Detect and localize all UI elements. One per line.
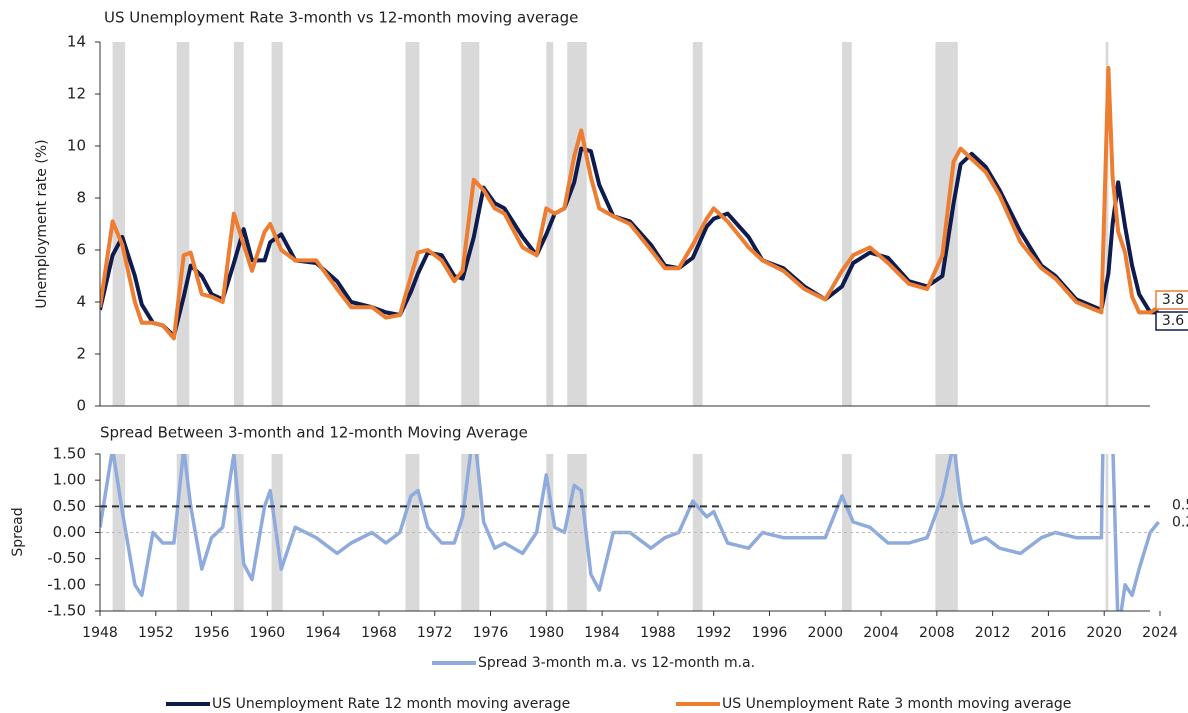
y-axis-label: Unemployment rate (%) xyxy=(34,139,50,308)
y-axis-label: Spread xyxy=(10,507,26,556)
y-tick-label: 4 xyxy=(76,293,86,311)
recession-band xyxy=(1105,42,1109,406)
x-tick-label: 2016 xyxy=(1031,625,1067,641)
x-tick-label: 1992 xyxy=(696,625,732,641)
x-tick-label: 1964 xyxy=(305,625,341,641)
chart-title: Spread Between 3-month and 12-month Movi… xyxy=(100,424,528,442)
series-line xyxy=(100,146,1159,338)
x-tick-label: 1948 xyxy=(82,625,118,641)
series-line xyxy=(100,454,1160,611)
x-tick-label: 1952 xyxy=(138,625,174,641)
x-tick-label: 2012 xyxy=(975,625,1011,641)
recession-band xyxy=(271,42,283,406)
y-tick-label: -0.50 xyxy=(47,549,86,567)
x-tick-label: 1956 xyxy=(194,625,230,641)
x-tick-label: 2004 xyxy=(863,625,899,641)
x-tick-label: 1976 xyxy=(473,625,509,641)
recession-band xyxy=(461,454,480,611)
recession-band xyxy=(567,42,587,406)
x-tick-label: 2020 xyxy=(1086,625,1122,641)
legend-label: Spread 3-month m.a. vs 12-month m.a. xyxy=(478,655,755,671)
x-tick-label: 1988 xyxy=(640,625,676,641)
x-tick-label: 2000 xyxy=(807,625,843,641)
y-tick-label: -1.50 xyxy=(47,602,86,620)
recession-band xyxy=(1105,454,1109,611)
legend-label: US Unemployment Rate 3 month moving aver… xyxy=(722,696,1071,712)
chart-title: US Unemployment Rate 3-month vs 12-month… xyxy=(104,9,578,27)
recession-band xyxy=(842,42,852,406)
recession-band xyxy=(176,42,190,406)
y-tick-label: -1.00 xyxy=(47,575,86,593)
x-tick-label: 1980 xyxy=(528,625,564,641)
end-label-box xyxy=(1155,290,1188,310)
end-label: 0.2 xyxy=(1172,515,1188,531)
threshold-label: 0.5 xyxy=(1172,497,1188,513)
recession-band xyxy=(546,454,554,611)
x-tick-label: 1972 xyxy=(417,625,453,641)
recession-band xyxy=(692,42,703,406)
y-tick-label: 8 xyxy=(76,189,86,207)
y-tick-label: 1.00 xyxy=(53,471,86,489)
y-tick-label: 0.00 xyxy=(53,523,86,541)
x-tick-label: 1996 xyxy=(752,625,788,641)
recession-band xyxy=(112,42,126,406)
y-tick-label: 12 xyxy=(67,85,86,103)
y-tick-label: 1.50 xyxy=(53,445,86,463)
plot-area xyxy=(100,42,1160,406)
recession-band xyxy=(405,42,420,406)
x-tick-label: 2024 xyxy=(1142,625,1178,641)
x-tick-label: 2008 xyxy=(919,625,955,641)
y-tick-label: 0 xyxy=(76,397,86,415)
y-tick-label: 10 xyxy=(67,137,86,155)
end-label: 3.8 xyxy=(1162,292,1184,308)
series-line xyxy=(100,66,1160,341)
x-tick-label: 1984 xyxy=(584,625,620,641)
x-tick-label: 1960 xyxy=(250,625,286,641)
y-tick-label: 2 xyxy=(76,345,86,363)
end-label-box xyxy=(1155,311,1188,331)
y-tick-label: 0.50 xyxy=(53,497,86,515)
recession-band xyxy=(692,454,703,611)
end-label: 3.6 xyxy=(1162,313,1184,329)
legend-label: US Unemployment Rate 12 month moving ave… xyxy=(212,696,570,712)
y-tick-label: 6 xyxy=(76,241,86,259)
y-tick-label: 14 xyxy=(67,33,86,51)
x-tick-label: 1968 xyxy=(361,625,397,641)
